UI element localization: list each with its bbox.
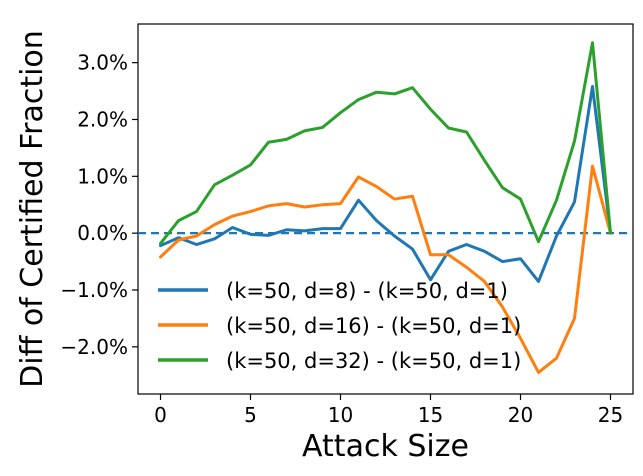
y-tick-label: 1.0%	[77, 164, 128, 188]
series-line-2	[159, 164, 612, 374]
plot-frame	[137, 23, 634, 395]
x-tick-label: 15	[418, 403, 443, 427]
legend: (k=50, d=8) - (k=50, d=1) (k=50, d=16) - …	[158, 279, 521, 373]
x-tick-label: 0	[154, 403, 167, 427]
x-tick-label: 20	[508, 403, 533, 427]
y-tick-label: −2.0%	[60, 335, 128, 359]
y-tick-label: −1.0%	[60, 278, 128, 302]
y-tick-label: 3.0%	[77, 51, 128, 75]
x-tick-label: 5	[244, 403, 257, 427]
legend-label-1: (k=50, d=8) - (k=50, d=1)	[226, 279, 508, 303]
y-tick-label: 0.0%	[77, 221, 128, 245]
legend-label-3: (k=50, d=32) - (k=50, d=1)	[226, 349, 521, 373]
series-line-3	[159, 41, 612, 245]
x-tick-label: 25	[598, 403, 623, 427]
x-tick-label: 10	[328, 403, 353, 427]
y-tick-label: 2.0%	[77, 107, 128, 131]
x-axis-title: Attack Size	[302, 429, 469, 464]
y-axis-title: Diff of Certified Fraction	[15, 30, 50, 388]
series-line-1	[159, 85, 612, 283]
legend-label-2: (k=50, d=16) - (k=50, d=1)	[226, 314, 521, 338]
